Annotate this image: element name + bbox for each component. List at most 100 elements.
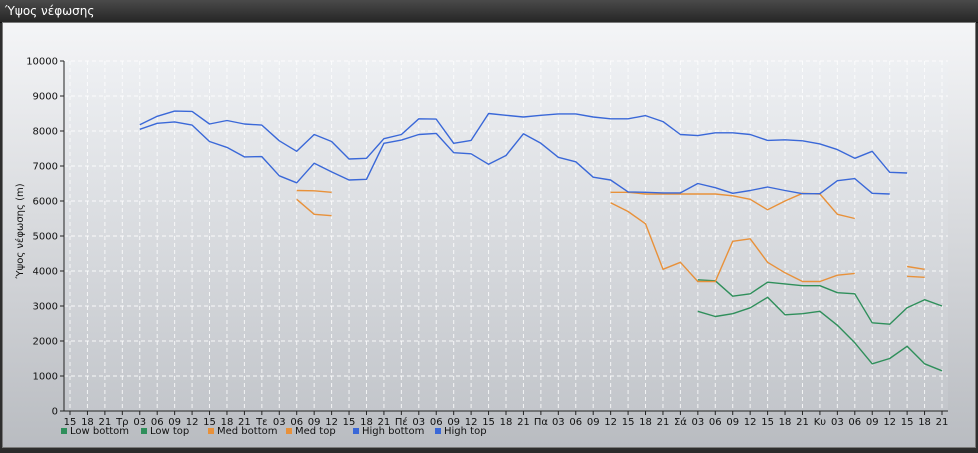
x-tick-label: Πέ — [395, 416, 408, 428]
series-high-bottom — [139, 121, 890, 195]
x-tick-label: 03 — [831, 417, 844, 428]
x-tick-label: Τρ — [115, 417, 128, 428]
y-tick-label: 2000 — [33, 337, 58, 348]
x-tick-label: 09 — [168, 417, 181, 428]
legend-item-med-bottom: Med bottom — [208, 426, 277, 437]
x-tick-label: 06 — [430, 417, 443, 428]
legend-label: High bottom — [362, 426, 424, 437]
x-tick-label: 18 — [779, 417, 792, 428]
series-med-bottom — [296, 198, 925, 283]
y-tick-label: 6000 — [33, 197, 58, 208]
x-tick-label: 18 — [639, 417, 652, 428]
window-titlebar: Ύψος νέφωσης — [0, 0, 978, 23]
legend-swatch — [435, 428, 441, 434]
series-line — [907, 275, 925, 278]
x-tick-label: 12 — [325, 417, 338, 428]
x-tick-label: 03 — [133, 417, 146, 428]
x-tick-label: 09 — [866, 417, 879, 428]
x-tick-label: 06 — [709, 417, 722, 428]
x-tick-label: 15 — [901, 417, 914, 428]
y-tick-label: 5000 — [33, 232, 58, 243]
y-tick-label: 1000 — [33, 372, 58, 383]
legend-swatch — [141, 428, 147, 434]
x-tick-label: 09 — [587, 417, 600, 428]
x-tick-label: 03 — [552, 417, 565, 428]
x-tick-label: 09 — [308, 417, 321, 428]
x-tick-label: 06 — [151, 417, 164, 428]
x-tick-label: 12 — [744, 417, 757, 428]
x-tick-label: 15 — [343, 417, 356, 428]
x-tick-label: 06 — [848, 417, 861, 428]
series-line — [139, 110, 908, 174]
x-tick-label: 21 — [238, 417, 251, 428]
series-low-top — [697, 279, 943, 325]
x-tick-label: 18 — [500, 417, 513, 428]
y-tick-label: 4000 — [33, 267, 58, 278]
x-tick-label: 12 — [604, 417, 617, 428]
x-tick-label: 21 — [796, 417, 809, 428]
legend-label: High top — [444, 426, 487, 437]
legend-swatch — [208, 428, 214, 434]
legend-item-high-bottom: High bottom — [353, 426, 424, 437]
x-tick-label: 21 — [99, 417, 112, 428]
x-tick-label: 12 — [883, 417, 896, 428]
y-tick-label: 8000 — [33, 127, 58, 138]
legend-label: Low bottom — [70, 426, 129, 437]
x-tick-label: 09 — [447, 417, 460, 428]
x-tick-label: 03 — [273, 417, 286, 428]
legend-swatch — [61, 428, 67, 434]
x-tick-label: 06 — [290, 417, 303, 428]
series-line — [697, 279, 943, 325]
x-tick-label: 21 — [517, 417, 530, 428]
legend-label: Low top — [150, 426, 189, 437]
x-tick-label: 12 — [465, 417, 478, 428]
x-tick-label: Πα — [534, 417, 549, 428]
x-tick-label: Τε — [255, 417, 268, 428]
x-tick-label: Κυ — [814, 417, 827, 428]
x-tick-label: 03 — [412, 417, 425, 428]
series-line — [296, 189, 332, 193]
legend-item-low-top: Low top — [141, 426, 189, 437]
x-tick-label: 18 — [81, 417, 94, 428]
y-tick-label: 0 — [52, 407, 58, 418]
legend-item-high-top: High top — [435, 426, 487, 437]
x-tick-label: Σά — [674, 416, 687, 428]
x-tick-label: 21 — [657, 417, 670, 428]
x-tick-label: 12 — [186, 417, 199, 428]
x-tick-label: 03 — [691, 417, 704, 428]
x-tick-label: 15 — [64, 417, 77, 428]
x-tick-label: 21 — [936, 417, 949, 428]
chart-panel: 0 1000 2000 3000 4000 5000 6000 7000 8000 9000 100… — [2, 22, 976, 448]
y-tick-label: 7000 — [33, 162, 58, 173]
x-tick-label: 06 — [569, 417, 582, 428]
legend-swatch — [286, 428, 292, 434]
cloud-height-chart: 0 1000 2000 3000 4000 5000 6000 7000 8000 9000 100… — [14, 57, 949, 438]
window-title: Ύψος νέφωσης — [5, 4, 95, 18]
y-tick-label: 9000 — [33, 92, 58, 103]
series-line — [610, 202, 855, 283]
x-tick-label: 15 — [203, 417, 216, 428]
series-line — [139, 121, 890, 195]
legend-item-med-top: Med top — [286, 426, 336, 437]
x-tick-label: 09 — [726, 417, 739, 428]
legend-label: Med top — [295, 426, 336, 437]
x-tick-label: 15 — [482, 417, 495, 428]
x-tick-label: 15 — [761, 417, 774, 428]
x-tick-label: 21 — [378, 417, 391, 428]
x-tick-label: 18 — [918, 417, 931, 428]
series-low-bottom — [697, 296, 943, 372]
x-tick-label: 15 — [622, 417, 635, 428]
series-high-top — [139, 110, 908, 174]
series-line — [906, 265, 925, 270]
legend-label: Med bottom — [217, 426, 277, 437]
legend-item-low-bottom: Low bottom — [61, 426, 129, 437]
y-axis-label: Ύψος νέφωσης (m) — [14, 183, 26, 279]
series-line — [697, 296, 943, 372]
y-tick-label: 10000 — [26, 57, 58, 68]
y-tick-label: 3000 — [33, 302, 58, 313]
x-tick-label: 18 — [221, 417, 234, 428]
legend-swatch — [353, 428, 359, 434]
x-tick-label: 18 — [360, 417, 373, 428]
series-line — [296, 198, 332, 217]
